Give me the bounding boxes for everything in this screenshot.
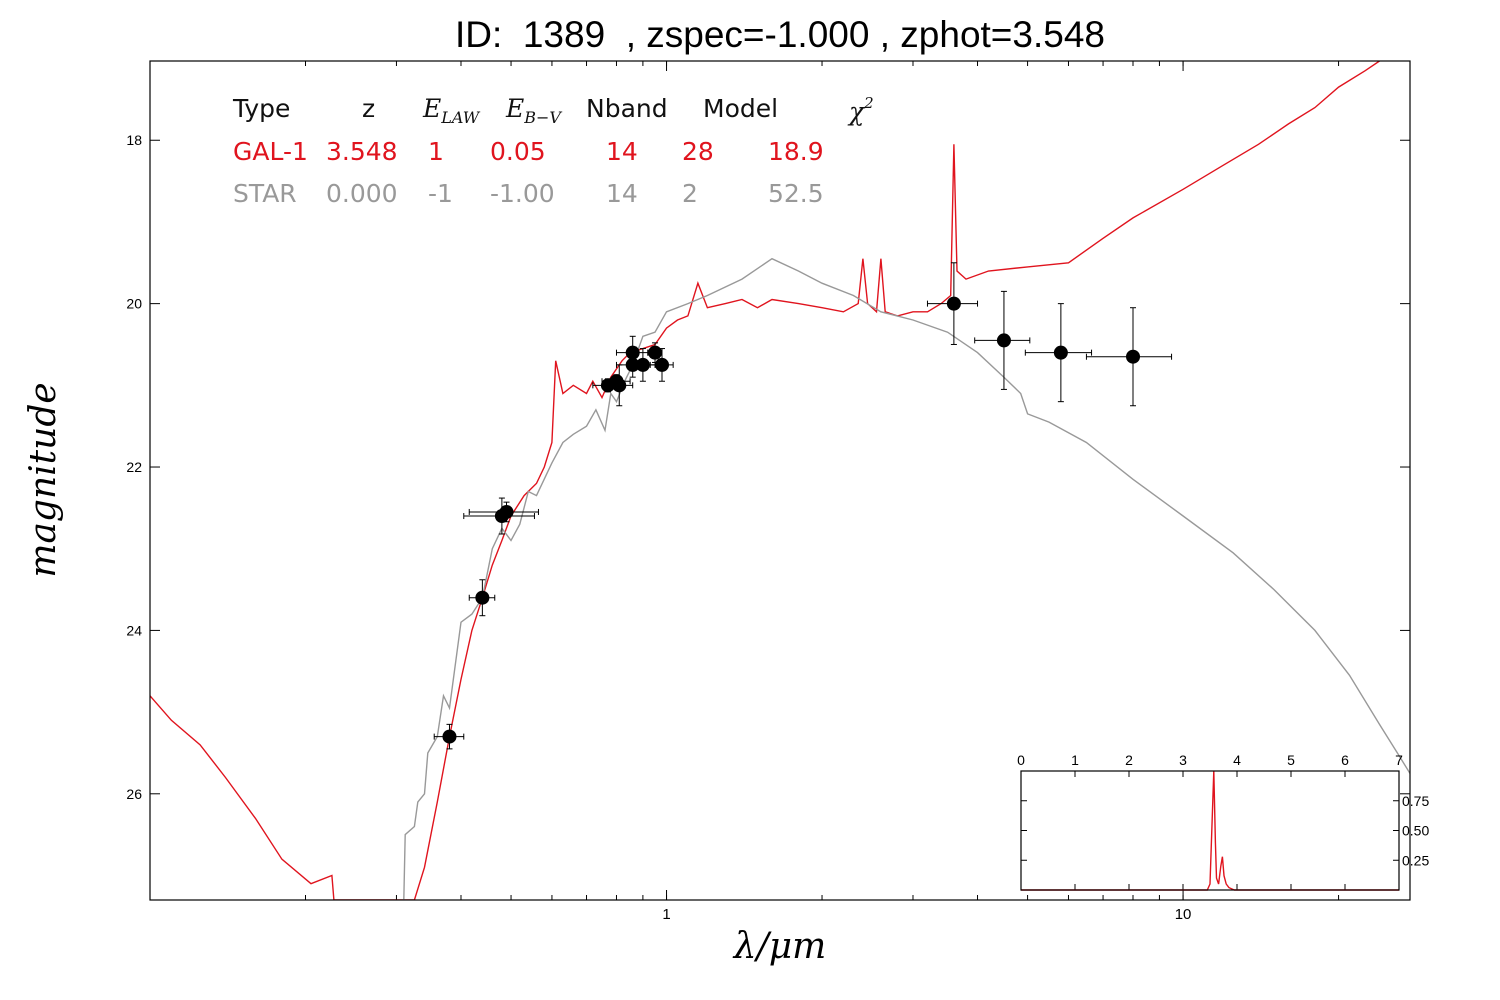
y-tick-label: 18 [126, 132, 142, 148]
inset-x-tick-label: 7 [1395, 752, 1403, 768]
header-z: z [362, 94, 375, 123]
inset-x-tick-label: 5 [1287, 752, 1295, 768]
table-cell-star: -1.00 [490, 179, 555, 208]
table-cell-gal: 18.9 [768, 137, 824, 166]
model-table: Type z ELAW EB−V Nband Model χ2 GAL-1 3.5… [232, 94, 874, 208]
table-cell-star: 52.5 [768, 179, 824, 208]
inset-pz-line [1021, 770, 1399, 891]
y-tick-label: 26 [126, 786, 142, 802]
plot-frame [149, 60, 1411, 901]
table-cell-star: 14 [606, 179, 638, 208]
inset-y-tick-label: 0.75 [1402, 793, 1429, 809]
table-cell-star: 2 [682, 179, 698, 208]
table-rows: GAL-1 3.548 1 0.05 14 28 18.9 STAR 0.000 -1 -1.00 1… [233, 137, 824, 208]
table-cell-gal: 14 [606, 137, 638, 166]
table-cell-gal: 1 [428, 137, 444, 166]
photometry-point [604, 364, 634, 407]
inset-x-tick-label: 1 [1071, 752, 1079, 768]
inset-x-tick-label: 2 [1125, 752, 1133, 768]
table-cell-gal: 0.05 [490, 137, 546, 166]
header-e-bv: EB−V [505, 94, 562, 127]
x-tick-label: 10 [1175, 906, 1192, 923]
inset-x-tick-label: 6 [1341, 752, 1349, 768]
y-axis-label: magnitude [23, 382, 64, 577]
inset-frame [1020, 770, 1400, 891]
header-e-law: ELAW [422, 94, 481, 127]
header-chi2: χ2 [847, 94, 874, 126]
table-cell-gal: 3.548 [326, 137, 398, 166]
y-tick-label: 24 [126, 622, 142, 638]
photometry-point [647, 342, 663, 363]
photometry-point [974, 290, 1031, 390]
header-nband: Nband [586, 94, 668, 123]
photometry-point [629, 348, 656, 382]
x-axis-label: λ/μm [732, 926, 826, 967]
y-tick-label: 20 [126, 296, 142, 312]
pz-inset: 0 1 2 3 4 5 6 7 0.25 0.50 0.75 [1017, 752, 1429, 891]
plot-title: ID: 1389 , zspec=-1.000 , zphot=3.548 [455, 14, 1105, 55]
y-tick-label: 22 [126, 459, 142, 475]
photometry-point [1085, 307, 1173, 407]
table-cell-gal: GAL-1 [233, 137, 308, 166]
header-type: Type [232, 94, 290, 123]
photometry-point [433, 723, 465, 750]
table-cell-star: STAR [233, 179, 297, 208]
table-cell-gal: 28 [682, 137, 714, 166]
table-cell-star: -1 [428, 179, 453, 208]
inset-y-tick-label: 0.50 [1402, 823, 1429, 839]
photometry-point [649, 348, 674, 382]
x-tick-label: 1 [662, 906, 670, 923]
photometry-point [463, 497, 535, 535]
table-cell-star: 0.000 [326, 179, 398, 208]
inset-y-tick-label: 0.25 [1402, 852, 1429, 868]
photometry-point [926, 262, 979, 345]
inset-x-tick-label: 4 [1233, 752, 1241, 768]
inset-x-tick-label: 3 [1179, 752, 1187, 768]
inset-x-tick-label: 0 [1017, 752, 1025, 768]
photometry-point [468, 501, 539, 523]
header-model: Model [703, 94, 778, 123]
photometry-point [468, 579, 496, 617]
photometry-point [1024, 303, 1093, 403]
